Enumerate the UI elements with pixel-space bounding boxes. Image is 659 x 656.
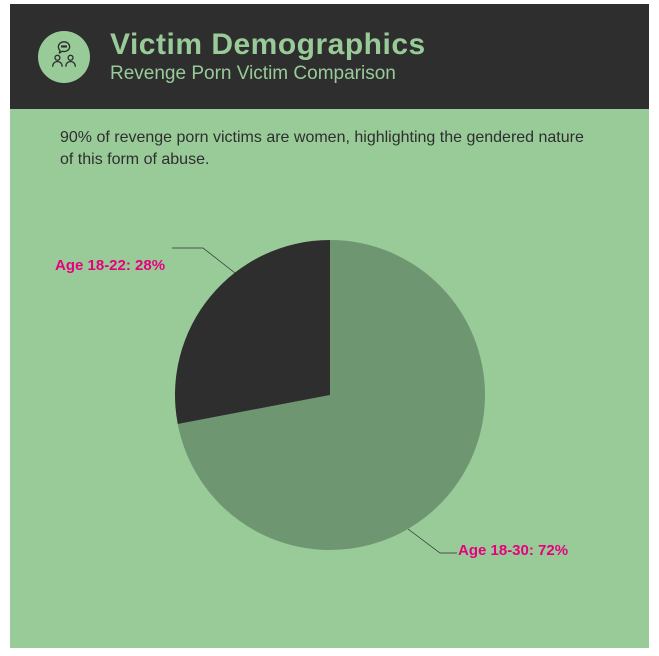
slice-label: Age 18-22: 28%: [55, 257, 165, 274]
infographic-card: Victim Demographics Revenge Porn Victim …: [10, 4, 649, 648]
people-chat-icon: [49, 39, 79, 74]
slice-label: Age 18-30: 72%: [458, 542, 568, 559]
header-icon-circle: [38, 31, 90, 83]
pie-svg: Age 18-30: 72% Age 18-22: 28%: [10, 170, 649, 600]
header: Victim Demographics Revenge Porn Victim …: [10, 4, 649, 109]
pie-chart: Age 18-30: 72% Age 18-22: 28%: [10, 170, 649, 600]
page-subtitle: Revenge Porn Victim Comparison: [110, 63, 426, 85]
page-title: Victim Demographics: [110, 28, 426, 61]
pie-slice: [175, 240, 330, 424]
leader-line: [408, 529, 457, 553]
description-text: 90% of revenge porn victims are women, h…: [10, 109, 649, 170]
header-titles: Victim Demographics Revenge Porn Victim …: [110, 28, 426, 85]
leader-line: [172, 248, 235, 273]
